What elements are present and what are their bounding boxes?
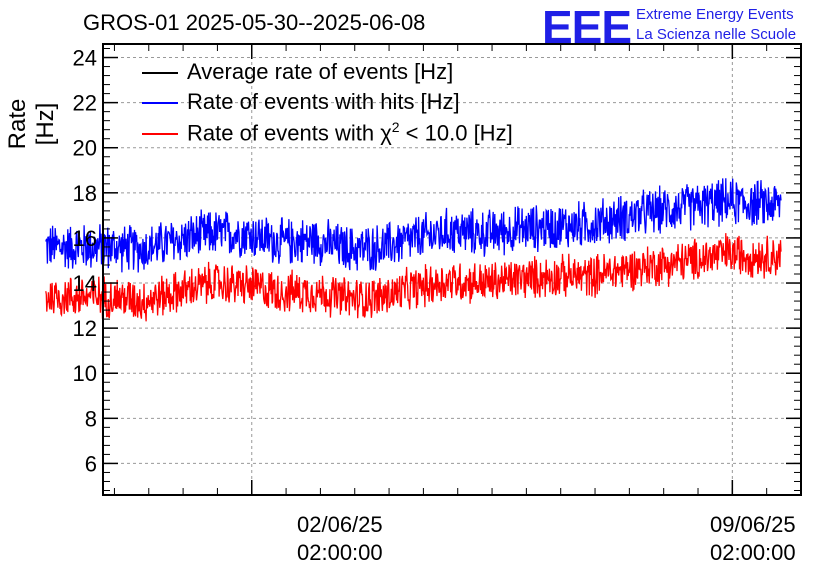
- legend-label-chi2-sup: 2: [391, 119, 400, 135]
- y-axis-label: Rate [Hz]: [4, 98, 59, 150]
- axis-ticks: [103, 44, 802, 495]
- y-tick-label-8: 8: [85, 406, 97, 431]
- y-tick-label-18: 18: [73, 181, 97, 206]
- y-tick-label-6: 6: [85, 451, 97, 476]
- legend-swatch-hits: [142, 102, 178, 104]
- legend-swatch-chi2: [142, 133, 178, 135]
- series-line-2: [45, 178, 782, 273]
- y-tick-label-14: 14: [73, 271, 97, 296]
- chart-title: GROS-01 2025-05-30--2025-06-08: [83, 10, 426, 35]
- legend-swatch-average: [142, 72, 178, 74]
- y-tick-label-24: 24: [73, 46, 97, 71]
- legend-label-average: Average rate of events [Hz]: [187, 59, 454, 84]
- y-tick-label-16: 16: [73, 226, 97, 251]
- y-tick-label-22: 22: [73, 91, 97, 116]
- legend-label-hits: Rate of events with hits [Hz]: [187, 89, 460, 114]
- logo-caption-line1: Extreme Energy Events: [636, 6, 794, 23]
- series-line-3: [45, 233, 782, 322]
- logo-caption-line2: La Scienza nelle Scuole: [636, 26, 797, 43]
- x-tick-label-2: 09/06/25 02:00:00: [710, 511, 796, 567]
- x-tick-time-2: 02:00:00: [710, 540, 796, 565]
- x-tick-date-2: 09/06/25: [710, 512, 796, 537]
- y-tick-labels: 6 8 10 12 14 16 18 20 22 24: [73, 46, 97, 477]
- x-tick-label-1: 02/06/25 02:00:00: [297, 511, 383, 567]
- legend-label-chi2: Rate of events with χ2 < 10.0 [Hz]: [187, 119, 513, 146]
- legend-label-chi2-base: Rate of events with χ: [187, 120, 392, 146]
- x-tick-time-1: 02:00:00: [297, 540, 383, 565]
- y-tick-label-20: 20: [73, 136, 97, 161]
- logo-caption: Extreme Energy Events La Scienza nelle S…: [636, 5, 796, 45]
- y-tick-label-12: 12: [73, 316, 97, 341]
- legend-label-chi2-tail: < 10.0 [Hz]: [399, 120, 513, 146]
- series-layer: [45, 178, 782, 322]
- plot-frame: [102, 43, 802, 496]
- x-tick-date-1: 02/06/25: [297, 512, 383, 537]
- y-tick-label-10: 10: [73, 361, 97, 386]
- eee-logo: EEE: [542, 1, 632, 53]
